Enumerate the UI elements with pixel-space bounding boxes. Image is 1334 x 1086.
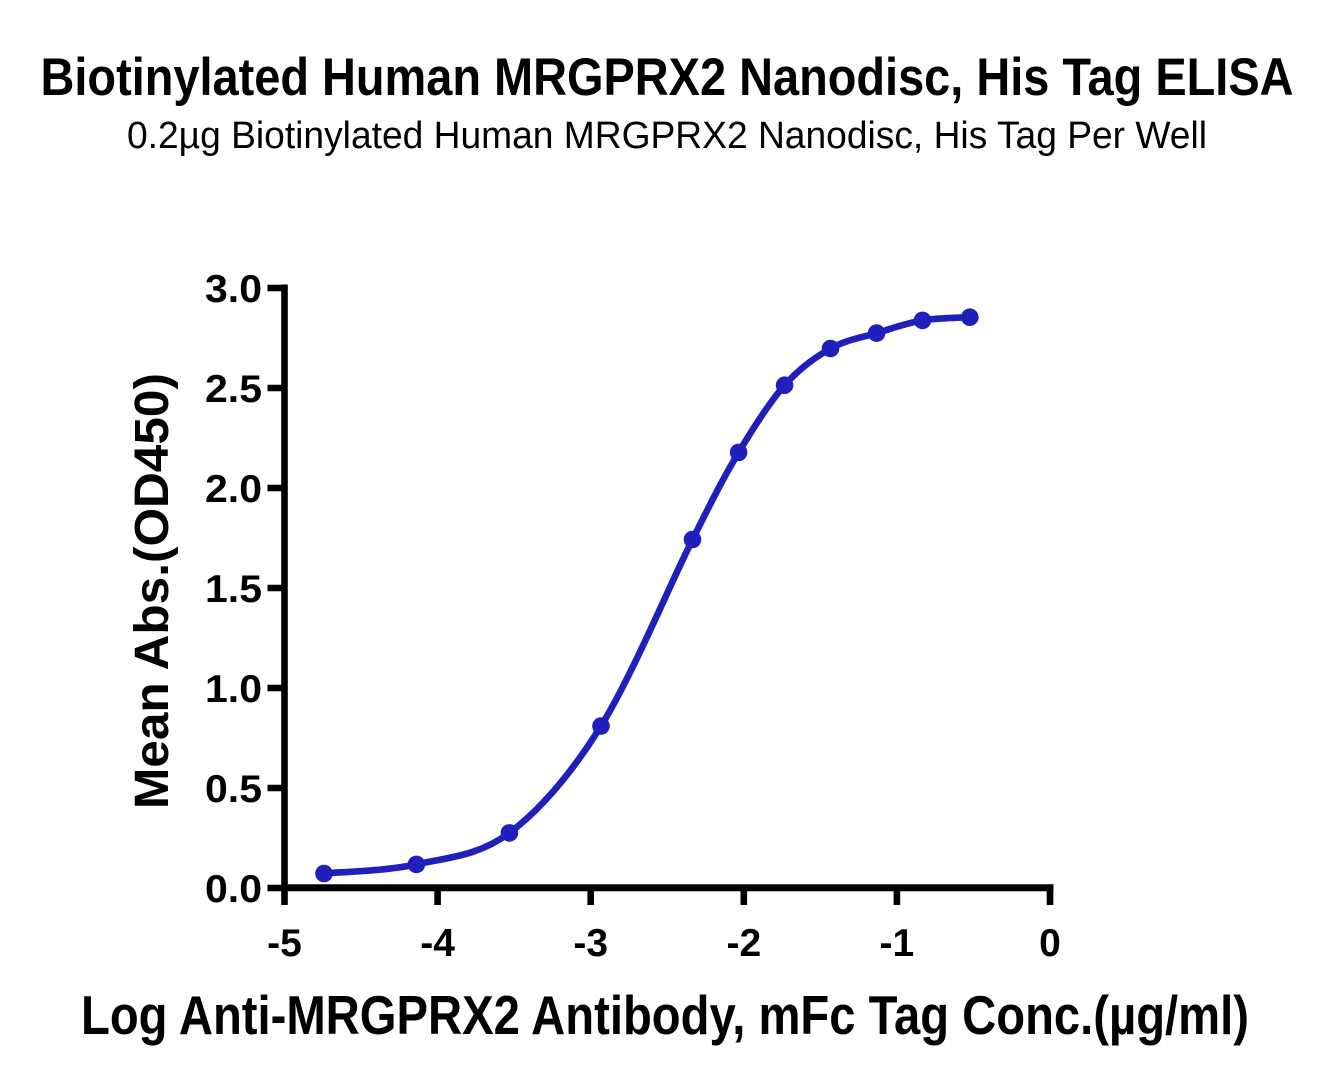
svg-text:3.0: 3.0 [205,268,262,311]
svg-text:Biotinylated Human MRGPRX2 Nan: Biotinylated Human MRGPRX2 Nanodisc, His… [41,48,1294,107]
svg-text:0.5: 0.5 [205,768,262,811]
svg-text:1.0: 1.0 [205,668,262,711]
svg-text:-5: -5 [267,922,302,965]
svg-text:-1: -1 [880,922,915,965]
svg-text:0.2µg Biotinylated Human MRGPR: 0.2µg Biotinylated Human MRGPRX2 Nanodis… [127,114,1207,157]
svg-text:0.0: 0.0 [205,868,262,911]
svg-text:-4: -4 [420,922,455,965]
svg-text:-3: -3 [573,922,608,965]
svg-text:1.5: 1.5 [205,568,262,611]
svg-text:-2: -2 [726,922,761,965]
svg-text:Mean Abs.(OD450): Mean Abs.(OD450) [125,373,179,809]
svg-text:2.5: 2.5 [205,368,262,411]
svg-text:Log Anti-MRGPRX2 Antibody, mFc: Log Anti-MRGPRX2 Antibody, mFc Tag Conc.… [81,984,1249,1046]
svg-text:0: 0 [1039,922,1061,965]
svg-text:2.0: 2.0 [205,468,262,511]
